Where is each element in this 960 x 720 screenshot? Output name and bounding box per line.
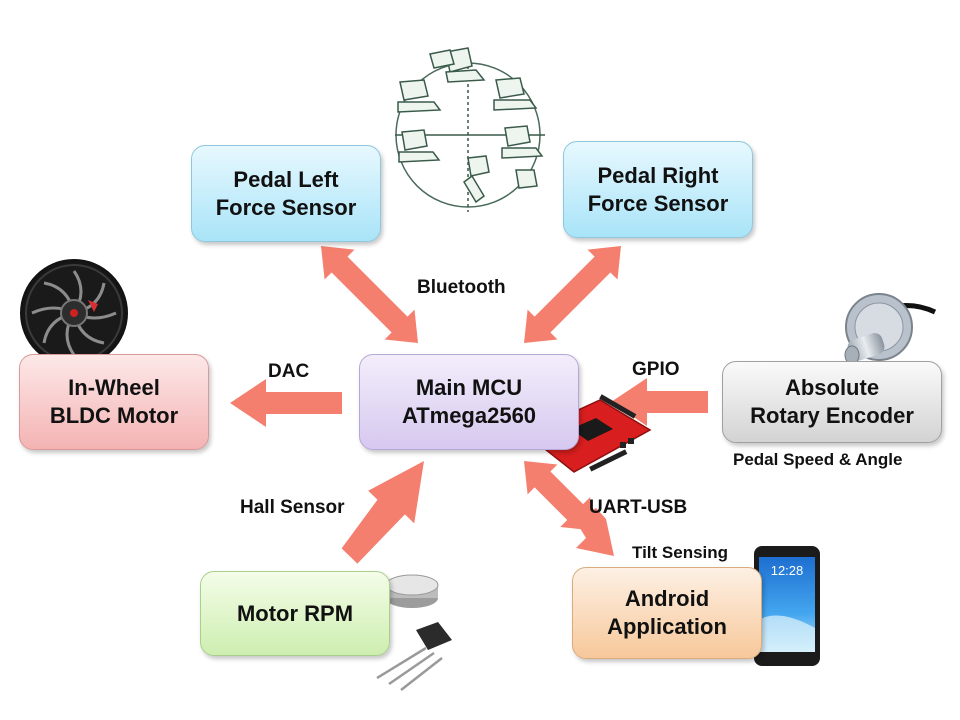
arrow-pedal-right-mcu <box>524 246 621 343</box>
hall-sensor-image <box>376 574 452 691</box>
arrows <box>230 246 708 564</box>
arrow-pedal-left-mcu <box>321 246 418 343</box>
edge-label-dac: DAC <box>268 361 310 382</box>
edge-label-gpio: GPIO <box>632 359 680 380</box>
rotary-encoder-image <box>844 293 937 365</box>
annotation-tilt-sensing: Tilt Sensing <box>632 543 729 562</box>
android-line1: Android <box>624 586 710 611</box>
encoder-line1: Absolute <box>784 375 880 400</box>
android-line2: Application <box>607 614 727 639</box>
pedal-left-line2: Force Sensor <box>215 194 357 220</box>
smartphone-image: 12:28 <box>754 546 820 666</box>
arrow-mcu-android <box>524 461 594 531</box>
edge-label-hall-sensor: Hall Sensor <box>240 497 345 518</box>
pedal-right-line1: Pedal Right <box>597 162 719 188</box>
rpm-line1: Motor RPM <box>236 600 354 626</box>
main-mcu-box: Main MCU ATmega2560 <box>359 354 579 450</box>
annotation-pedal-speed-angle: Pedal Speed & Angle <box>733 450 903 469</box>
android-application-box: Android Application <box>572 567 762 659</box>
pedal-right-line2: Force Sensor <box>587 190 729 216</box>
phone-clock: 12:28 <box>771 563 804 578</box>
edge-label-uart-usb: UART-USB <box>589 497 688 518</box>
mcu-line1: Main MCU <box>415 375 523 400</box>
shoe-icon <box>397 47 544 204</box>
mcu-line2: ATmega2560 <box>401 403 537 428</box>
arrow-mcu-motor <box>230 379 342 427</box>
pedal-left-force-sensor-box: Pedal Left Force Sensor <box>191 145 381 242</box>
encoder-line2: Rotary Encoder <box>750 403 914 428</box>
bldc-motor-box: In-Wheel BLDC Motor <box>19 354 209 450</box>
pedal-right-force-sensor-box: Pedal Right Force Sensor <box>563 141 753 238</box>
edge-label-bluetooth: Bluetooth <box>417 277 506 298</box>
wheel-motor-image <box>20 259 128 367</box>
rotary-encoder-box: Absolute Rotary Encoder <box>722 361 942 443</box>
mcu-board-image <box>524 394 652 473</box>
motor-line2: BLDC Motor <box>49 403 179 428</box>
pedal-cycle-illustration <box>395 47 545 212</box>
arrow-mcu-android-head <box>575 508 614 556</box>
motor-rpm-box: Motor RPM <box>200 571 390 656</box>
arrow-rpm-mcu <box>341 461 424 564</box>
motor-line1: In-Wheel <box>68 375 160 400</box>
pedal-left-line1: Pedal Left <box>233 166 339 192</box>
